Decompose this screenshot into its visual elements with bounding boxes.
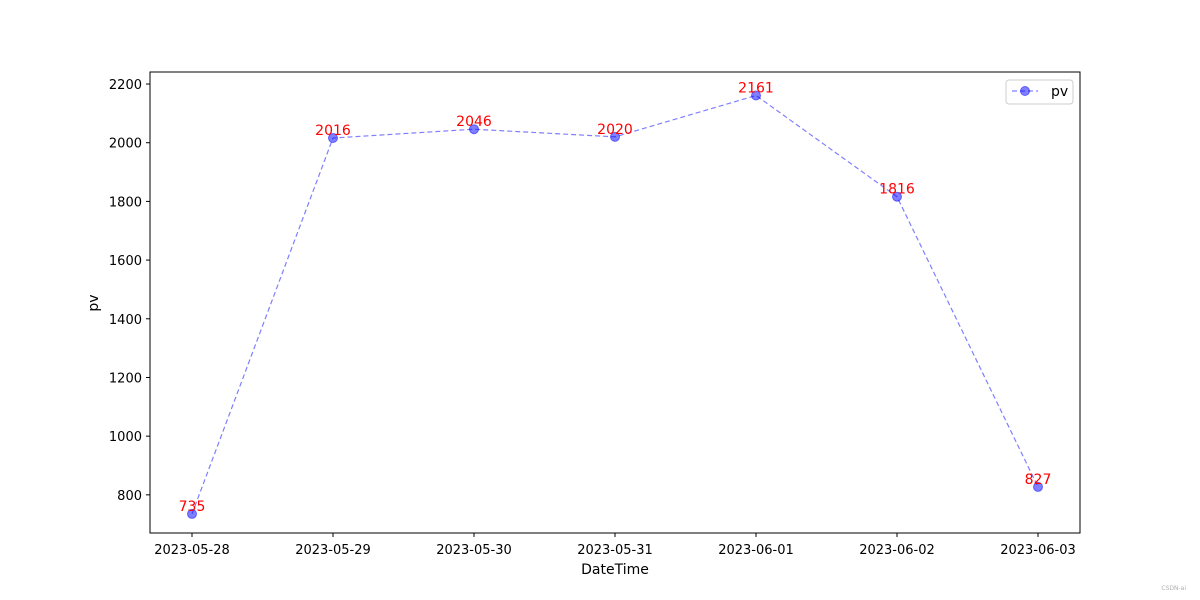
data-labels: 735 2016 2046 2020 2161 1816 827 — [179, 80, 1052, 514]
data-point — [751, 90, 761, 101]
data-point — [1033, 481, 1043, 492]
x-tick-label: 2023-05-31 — [577, 543, 653, 558]
series-line-pv — [191, 94, 1039, 515]
watermark: CSDN-ai — [1161, 585, 1186, 592]
y-tick-label: 1000 — [109, 430, 142, 445]
data-label: 1816 — [879, 182, 915, 198]
x-tick-label: 2023-05-29 — [295, 543, 371, 558]
x-tick-label: 2023-06-03 — [1000, 543, 1076, 558]
y-tick-label: 2200 — [109, 78, 142, 93]
x-axis-label: DateTime — [581, 562, 649, 578]
data-label: 827 — [1025, 472, 1052, 488]
legend-label: pv — [1051, 84, 1068, 100]
y-tick-label: 1600 — [109, 254, 142, 269]
y-tick-label: 1800 — [109, 195, 142, 210]
data-label: 2016 — [315, 123, 351, 139]
y-tick-label: 2000 — [109, 137, 142, 152]
data-point — [610, 131, 620, 142]
legend-box — [1005, 79, 1074, 105]
y-tick-label: 1200 — [109, 371, 142, 386]
data-label: 2020 — [597, 122, 633, 138]
x-axis: 2023-05-28 2023-05-29 2023-05-30 2023-05-31… — [154, 533, 1076, 558]
legend: pv — [1005, 79, 1074, 105]
x-tick-label: 2023-06-01 — [718, 543, 794, 558]
data-point — [187, 508, 197, 519]
y-axis-label: pv — [86, 294, 102, 311]
y-tick-label: 1400 — [109, 313, 142, 328]
data-label: 735 — [179, 499, 206, 515]
x-tick-label: 2023-05-30 — [436, 543, 512, 558]
x-tick-label: 2023-05-28 — [154, 543, 230, 558]
data-label: 2161 — [738, 80, 774, 96]
data-point — [469, 124, 479, 135]
data-label: 2046 — [456, 114, 492, 130]
data-point — [328, 133, 338, 144]
data-point — [892, 191, 902, 202]
y-axis: 800 1000 1200 1400 1600 1800 2000 2200 — [109, 78, 150, 504]
x-tick-label: 2023-06-02 — [859, 543, 935, 558]
y-tick-label: 800 — [117, 489, 142, 504]
data-points — [187, 90, 1043, 519]
legend-marker — [1020, 86, 1030, 96]
